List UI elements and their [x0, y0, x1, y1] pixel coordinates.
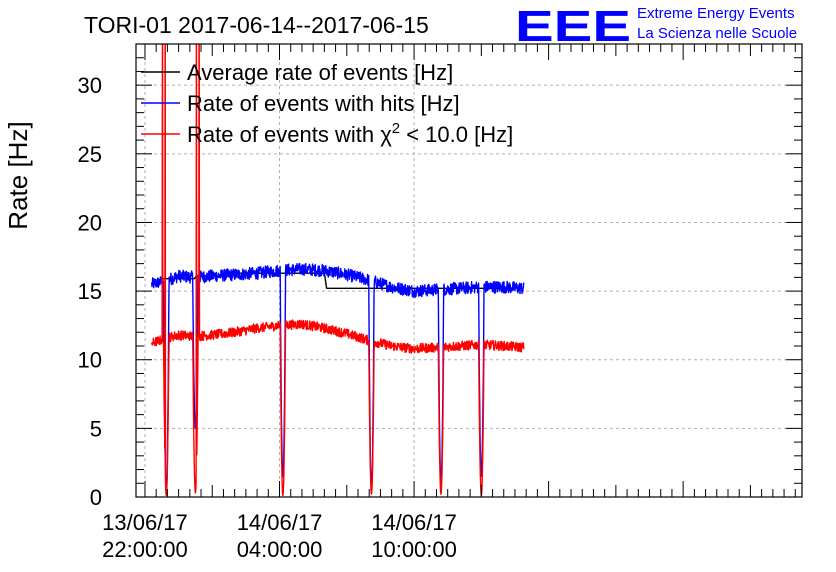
y-tick-label: 15: [78, 279, 102, 304]
axis-ticks: [136, 43, 802, 498]
series-line-2: [151, 262, 525, 494]
y-tick-label: 10: [78, 348, 102, 373]
legend-label-2: Rate of events with hits [Hz]: [187, 91, 460, 116]
x-tick-time-label: 22:00:00: [102, 537, 188, 562]
legend-label-1: Average rate of events [Hz]: [187, 60, 453, 85]
x-tick-labels: 13/06/1722:00:0014/06/1704:00:0014/06/17…: [102, 510, 457, 562]
plot-area: [151, 44, 525, 497]
y-tick-label: 25: [78, 142, 102, 167]
logo-mark: EEE: [515, 2, 631, 51]
x-tick-time-label: 10:00:00: [371, 537, 457, 562]
y-tick-label: 5: [90, 416, 102, 441]
legend: Average rate of events [Hz] Rate of event…: [141, 60, 513, 147]
y-tick-label: 30: [78, 73, 102, 98]
x-tick-date-label: 14/06/17: [237, 510, 323, 535]
series-line-3: [151, 44, 525, 497]
y-axis-label: Rate [Hz]: [3, 121, 33, 229]
x-tick-date-label: 13/06/17: [102, 510, 188, 535]
logo-line-1: Extreme Energy Events: [637, 5, 795, 22]
chart-title: TORI-01 2017-06-14--2017-06-15: [84, 12, 429, 38]
logo-line-2: La Scienza nelle Scuole: [637, 25, 797, 42]
legend-label-3: Rate of events with χ2 < 10.0 [Hz]: [187, 120, 513, 147]
x-tick-date-label: 14/06/17: [371, 510, 457, 535]
plot-frame: [135, 43, 803, 498]
eee-logo: EEE Extreme Energy Events La Scienza nel…: [515, 2, 797, 51]
y-tick-label: 0: [90, 485, 102, 510]
y-tick-label: 20: [78, 210, 102, 235]
x-tick-time-label: 04:00:00: [237, 537, 323, 562]
y-tick-labels: 0 5 10 15 20 25 30: [78, 73, 102, 510]
